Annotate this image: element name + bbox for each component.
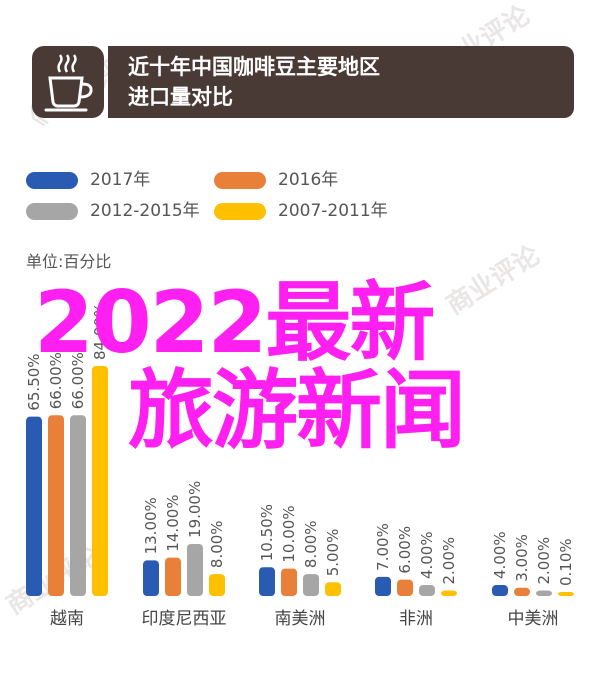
bar: [514, 587, 530, 596]
legend-swatch: [214, 203, 266, 220]
data-label: 10.50%: [258, 504, 276, 561]
bar: [492, 585, 508, 596]
data-label: 10.00%: [280, 505, 298, 562]
data-label: 2.00%: [440, 537, 458, 585]
category-label: 中美洲: [508, 609, 559, 629]
bar: [165, 557, 181, 596]
bar: [536, 590, 552, 596]
data-label: 4.00%: [491, 531, 509, 579]
bar: [325, 582, 341, 596]
bar: [187, 543, 203, 596]
category-label: 印度尼西亚: [142, 609, 227, 629]
bar: [143, 560, 159, 596]
page-title: 近十年中国咖啡豆主要地区 进口量对比: [128, 52, 380, 112]
bar: [375, 576, 391, 596]
unit-label: 单位:百分比: [26, 252, 112, 271]
data-label: 14.00%: [164, 494, 182, 551]
bar: [26, 416, 42, 596]
category-label: 南美洲: [275, 609, 326, 629]
data-label: 66.00%: [69, 352, 87, 409]
bar: [70, 415, 86, 596]
bar: [441, 590, 457, 596]
data-label: 19.00%: [186, 481, 204, 538]
category-label: 越南: [50, 609, 84, 629]
legend-label: 2007-2011年: [278, 201, 388, 221]
legend-label: 2012-2015年: [90, 201, 200, 221]
data-label: 7.00%: [374, 523, 392, 571]
data-label: 84.00%: [91, 303, 109, 360]
bar: [48, 415, 64, 596]
data-label: 0.10%: [557, 538, 575, 586]
data-label: 8.00%: [302, 520, 320, 568]
data-label: 65.50%: [25, 353, 43, 410]
legend-swatch: [26, 203, 78, 220]
legend-swatch: [26, 172, 78, 189]
bar: [397, 579, 413, 596]
data-label: 66.00%: [47, 352, 65, 409]
page-title-line1: 近十年中国咖啡豆主要地区: [128, 55, 380, 79]
bar: [558, 592, 574, 596]
legend-label: 2017年: [90, 170, 151, 190]
data-label: 13.00%: [142, 497, 160, 554]
header-title-box: 近十年中国咖啡豆主要地区 进口量对比: [108, 46, 574, 118]
data-label: 6.00%: [396, 526, 414, 574]
bar: [92, 366, 108, 596]
legend-swatch: [214, 172, 266, 189]
overlay-headline-line1: 2022最新: [34, 273, 435, 373]
bar: [281, 568, 297, 596]
category-label: 非洲: [399, 609, 433, 629]
data-label: 4.00%: [418, 531, 436, 579]
data-label: 8.00%: [208, 520, 226, 568]
bar: [303, 574, 319, 596]
data-label: 2.00%: [535, 537, 553, 585]
data-label: 5.00%: [324, 529, 342, 577]
coffee-cup-icon: [44, 54, 93, 112]
bar: [209, 574, 225, 596]
header-icon-box: [32, 46, 104, 118]
page-title-line2: 进口量对比: [128, 85, 233, 109]
overlay-headline-line2: 旅游新闻: [128, 361, 466, 461]
bar: [259, 567, 275, 596]
bar: [419, 585, 435, 596]
data-label: 3.00%: [513, 534, 531, 582]
legend-label: 2016年: [278, 170, 339, 190]
chart-legend: 2017年 2016年 2012-2015年 2007-2011年: [26, 168, 446, 228]
